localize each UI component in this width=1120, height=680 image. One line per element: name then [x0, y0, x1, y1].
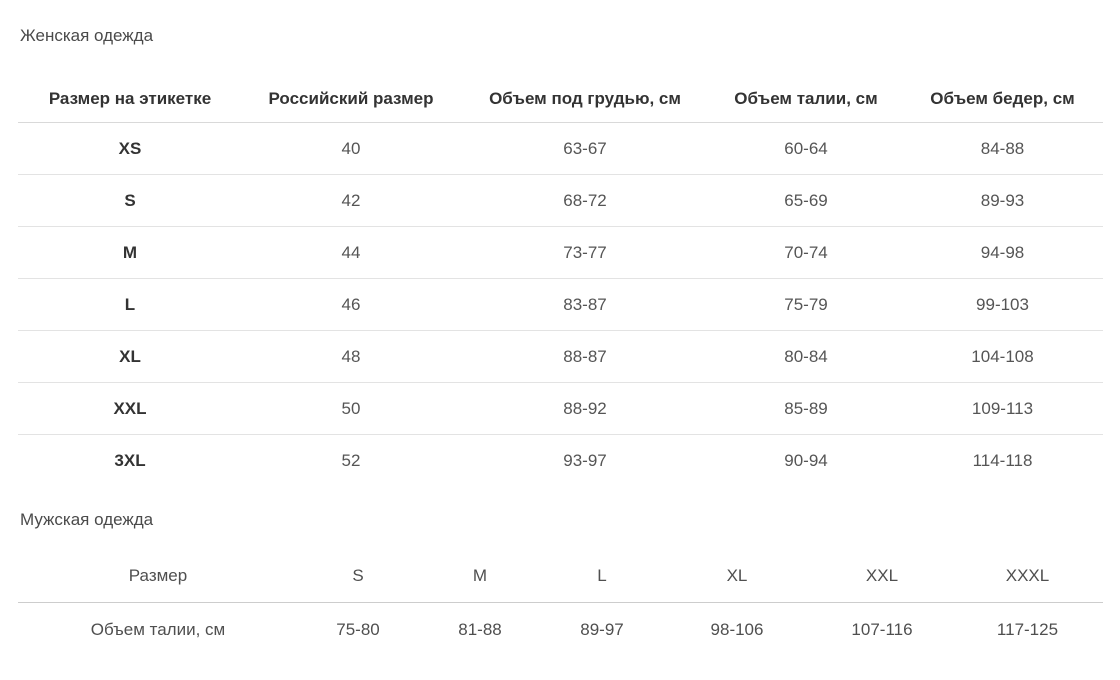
value-cell: 50: [242, 382, 460, 435]
men-value-cell: 75-80: [336, 620, 380, 639]
value-cell: 99-103: [902, 278, 1103, 331]
men-value-cell: 117-125: [996, 620, 1059, 639]
value-cell: 83-87: [460, 278, 710, 331]
size-label-cell: M: [18, 226, 242, 279]
value-cell: 88-92: [460, 382, 710, 435]
men-section-title: Мужская одежда: [20, 510, 154, 529]
value-cell: 42: [242, 174, 460, 227]
men-corner-label: Размер: [18, 550, 298, 603]
value-cell: 85-89: [710, 382, 902, 435]
men-measure-row: Объем талии, см 75-80 81-88 89-97 98-106…: [18, 603, 1103, 658]
men-value-cell: 107-116: [851, 620, 913, 639]
value-cell: 75-79: [710, 278, 902, 331]
size-label-cell: XS: [18, 122, 242, 175]
col-header-waist: Объем талии, см: [710, 76, 902, 123]
value-cell: 48: [242, 330, 460, 383]
value-cell: 46: [242, 278, 460, 331]
value-cell: 80-84: [710, 330, 902, 383]
col-header-underbust: Объем под грудью, см: [460, 76, 710, 123]
col-header-hips: Объем бедер, см: [902, 76, 1103, 123]
value-cell: 65-69: [710, 174, 902, 227]
men-size-header: XXL: [812, 550, 952, 603]
table-row: 3XL 52 93-97 90-94 114-118: [18, 435, 1103, 487]
women-table-header: Размер на этикетке Российский размер Объ…: [18, 76, 1103, 123]
men-table-body: Размер S M L XL XXL XXXL Объем талии, см…: [18, 550, 1103, 657]
men-value-cell: 89-97: [580, 620, 624, 639]
table-row: XXL 50 88-92 85-89 109-113: [18, 382, 1103, 435]
value-cell: 104-108: [902, 330, 1103, 383]
value-cell: 44: [242, 226, 460, 279]
men-header-row: Размер S M L XL XXL XXXL: [18, 550, 1103, 603]
value-cell: 94-98: [902, 226, 1103, 279]
men-size-header: XXXL: [952, 550, 1103, 603]
value-cell: 63-67: [460, 122, 710, 175]
value-cell: 88-87: [460, 330, 710, 383]
col-header-label-size: Размер на этикетке: [18, 76, 242, 123]
women-section-title: Женская одежда: [20, 26, 154, 45]
size-chart-page: Женская одежда Размер на этикетке Россий…: [18, 26, 1103, 657]
size-label-cell: L: [18, 278, 242, 331]
men-value-cell: 98-106: [710, 620, 764, 639]
women-table-body: XS 40 63-67 60-64 84-88 S 42 68-72 65-69…: [18, 122, 1103, 487]
value-cell: 70-74: [710, 226, 902, 279]
value-cell: 60-64: [710, 122, 902, 175]
size-label-cell: XXL: [18, 382, 242, 435]
men-size-header: M: [418, 550, 542, 603]
value-cell: 68-72: [460, 174, 710, 227]
size-label-cell: 3XL: [114, 450, 146, 470]
men-size-header: S: [298, 550, 418, 603]
value-cell: 93-97: [563, 450, 607, 470]
table-row: XL 48 88-87 80-84 104-108: [18, 330, 1103, 383]
value-cell: 114-118: [972, 450, 1033, 470]
size-label-cell: S: [18, 174, 242, 227]
value-cell: 40: [242, 122, 460, 175]
men-measure-label: Объем талии, см: [90, 620, 226, 639]
value-cell: 73-77: [460, 226, 710, 279]
value-cell: 52: [341, 450, 361, 470]
value-cell: 90-94: [784, 450, 828, 470]
size-label-cell: XL: [18, 330, 242, 383]
men-value-cell: 81-88: [458, 620, 502, 639]
men-size-table: Размер S M L XL XXL XXXL Объем талии, см…: [18, 550, 1103, 657]
men-size-header: L: [542, 550, 662, 603]
value-cell: 89-93: [902, 174, 1103, 227]
women-size-table: Размер на этикетке Российский размер Объ…: [18, 76, 1103, 486]
table-row: L 46 83-87 75-79 99-103: [18, 278, 1103, 331]
table-row: M 44 73-77 70-74 94-98: [18, 226, 1103, 279]
table-row: XS 40 63-67 60-64 84-88: [18, 122, 1103, 175]
value-cell: 84-88: [902, 122, 1103, 175]
value-cell: 109-113: [902, 382, 1103, 435]
col-header-russian-size: Российский размер: [242, 76, 460, 123]
table-header-row: Размер на этикетке Российский размер Объ…: [18, 76, 1103, 123]
men-size-header: XL: [662, 550, 812, 603]
table-row: S 42 68-72 65-69 89-93: [18, 174, 1103, 227]
